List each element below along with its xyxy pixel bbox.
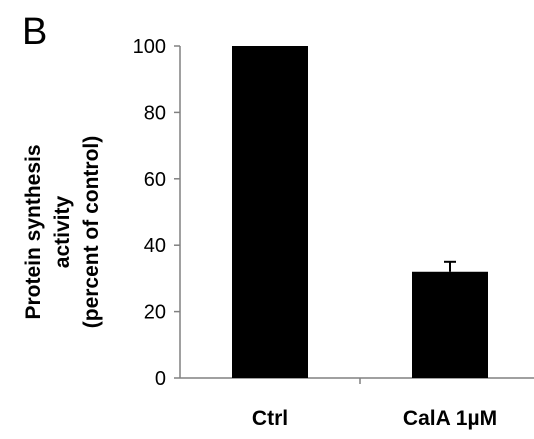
y-tick-label: 100	[133, 36, 166, 58]
y-axis-title-line-2: activity	[51, 195, 74, 268]
category-label: Ctrl	[252, 407, 288, 430]
category-label: CalA 1µM	[403, 407, 497, 430]
y-ticks: 0 20 40 60 80 100	[133, 36, 180, 390]
bar	[412, 271, 488, 378]
bar	[232, 46, 308, 378]
y-tick-label: 20	[144, 302, 166, 324]
y-tick-label: 0	[155, 368, 166, 390]
bars	[232, 46, 488, 378]
category-labels: Ctrl CalA 1µM	[252, 407, 497, 430]
y-tick-label: 80	[144, 102, 166, 124]
y-tick-label: 40	[144, 235, 166, 257]
y-axis-title: Protein synthesis activity (percent of c…	[22, 136, 103, 329]
y-axis-title-line-1: Protein synthesis	[22, 144, 45, 319]
error-bars	[444, 260, 456, 272]
panel-letter: B	[22, 11, 47, 53]
y-tick-label: 60	[144, 169, 166, 191]
y-axis-title-line-3: (percent of control)	[80, 136, 103, 329]
